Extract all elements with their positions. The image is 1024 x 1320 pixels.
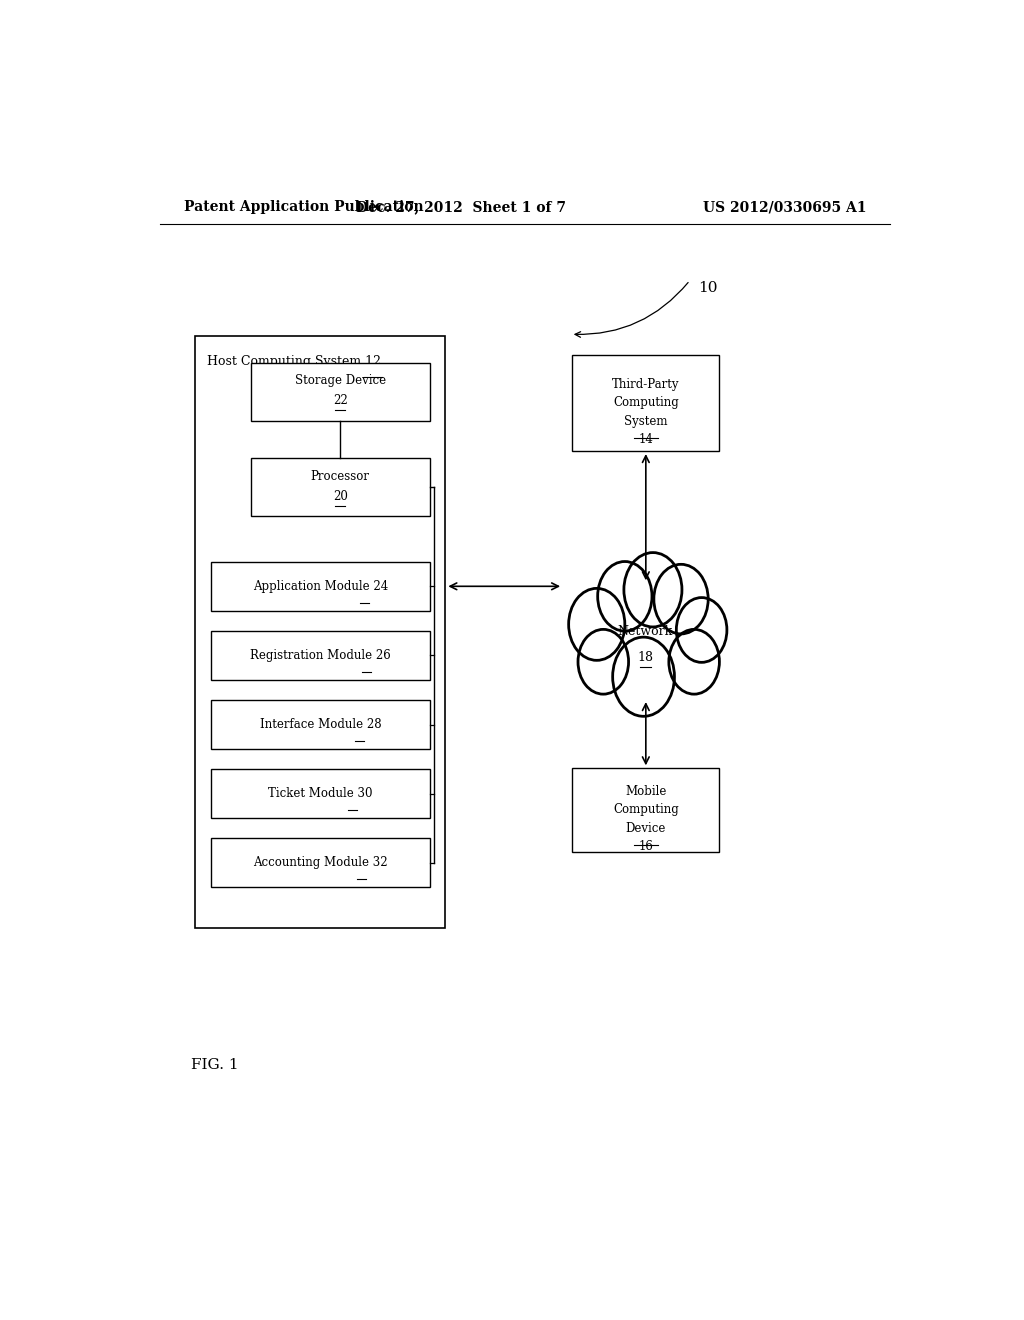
Circle shape bbox=[578, 630, 629, 694]
Text: System: System bbox=[624, 414, 668, 428]
Circle shape bbox=[676, 598, 727, 663]
Text: Application Module 24: Application Module 24 bbox=[253, 579, 388, 593]
Text: 18: 18 bbox=[637, 651, 653, 664]
Circle shape bbox=[612, 638, 675, 717]
FancyBboxPatch shape bbox=[196, 337, 445, 928]
Text: Computing: Computing bbox=[613, 396, 679, 409]
Circle shape bbox=[654, 565, 709, 634]
Text: Network: Network bbox=[617, 624, 673, 638]
FancyBboxPatch shape bbox=[211, 838, 430, 887]
Text: Mobile: Mobile bbox=[625, 785, 667, 799]
Circle shape bbox=[598, 561, 652, 631]
Text: Computing: Computing bbox=[613, 804, 679, 816]
FancyArrowPatch shape bbox=[575, 282, 688, 338]
Text: Registration Module 26: Registration Module 26 bbox=[250, 649, 391, 661]
FancyBboxPatch shape bbox=[211, 700, 430, 748]
Text: Host Computing System 12: Host Computing System 12 bbox=[207, 355, 381, 367]
Text: 22: 22 bbox=[333, 395, 348, 408]
FancyBboxPatch shape bbox=[251, 458, 430, 516]
FancyBboxPatch shape bbox=[211, 770, 430, 818]
Text: 10: 10 bbox=[697, 281, 717, 296]
FancyBboxPatch shape bbox=[211, 631, 430, 680]
Text: FIG. 1: FIG. 1 bbox=[191, 1059, 240, 1072]
FancyBboxPatch shape bbox=[251, 363, 430, 421]
FancyBboxPatch shape bbox=[572, 768, 719, 851]
Text: US 2012/0330695 A1: US 2012/0330695 A1 bbox=[702, 201, 866, 214]
Text: Third-Party: Third-Party bbox=[612, 378, 680, 391]
Text: 16: 16 bbox=[638, 840, 653, 853]
Circle shape bbox=[669, 630, 720, 694]
Text: Processor: Processor bbox=[311, 470, 370, 483]
Text: Dec. 27, 2012  Sheet 1 of 7: Dec. 27, 2012 Sheet 1 of 7 bbox=[356, 201, 566, 214]
FancyBboxPatch shape bbox=[572, 355, 719, 451]
Text: Interface Module 28: Interface Module 28 bbox=[260, 718, 381, 731]
FancyBboxPatch shape bbox=[211, 562, 430, 611]
Text: Ticket Module 30: Ticket Module 30 bbox=[268, 787, 373, 800]
Text: 14: 14 bbox=[638, 433, 653, 446]
Circle shape bbox=[568, 589, 625, 660]
Text: Patent Application Publication: Patent Application Publication bbox=[183, 201, 423, 214]
Circle shape bbox=[624, 553, 682, 627]
Text: Accounting Module 32: Accounting Module 32 bbox=[253, 857, 388, 870]
Text: 20: 20 bbox=[333, 490, 348, 503]
Text: Device: Device bbox=[626, 822, 666, 834]
Text: Storage Device: Storage Device bbox=[295, 374, 386, 387]
